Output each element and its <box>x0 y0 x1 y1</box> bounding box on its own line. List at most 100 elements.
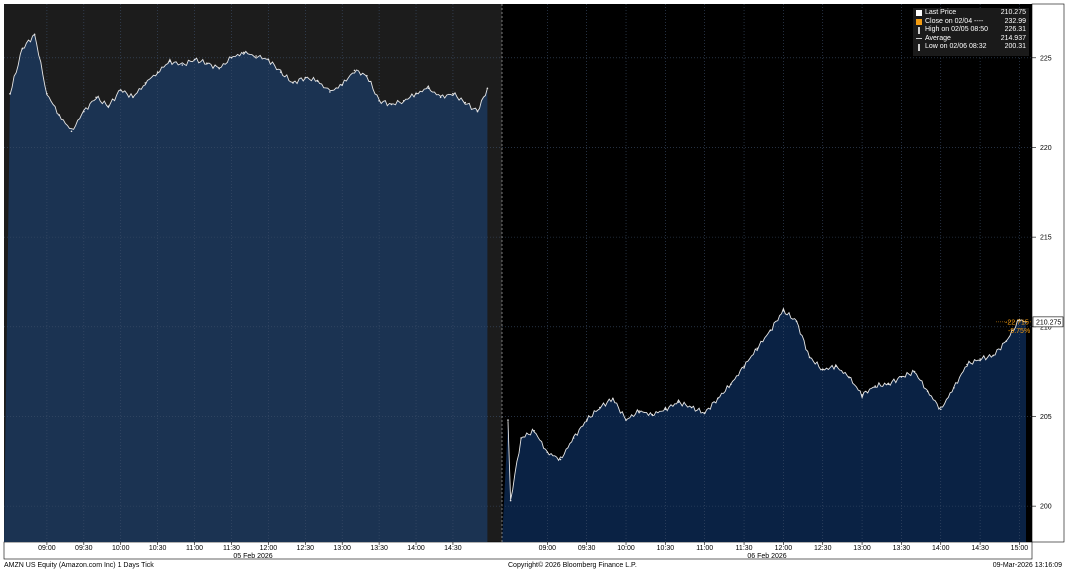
y-tick-label: 205 <box>1040 414 1052 421</box>
price-point <box>992 354 994 357</box>
legend-item-high: High on 02/05 08:50 226.31 <box>916 26 1026 35</box>
price-point <box>572 437 575 439</box>
price-point <box>1018 318 1021 321</box>
price-line-day-2 <box>507 307 1027 500</box>
last-price-tag-box <box>1032 316 1064 328</box>
chart-legend: Last Price 210.275 Close on 02/04 ---- 2… <box>913 8 1029 56</box>
price-point <box>533 430 535 432</box>
price-point <box>402 100 405 102</box>
price-point <box>861 394 863 396</box>
price-point <box>756 347 758 350</box>
price-point <box>366 74 368 77</box>
price-point <box>415 92 417 95</box>
price-point <box>664 408 667 411</box>
x-tick-label: 13:30 <box>370 545 388 552</box>
legend-label: High on 02/05 08:50 <box>925 26 989 33</box>
price-point <box>33 33 36 36</box>
x-tick-label: 14:00 <box>932 545 950 552</box>
x-tick-label: 09:00 <box>539 545 557 552</box>
price-point <box>717 397 719 400</box>
price-point <box>329 91 331 93</box>
price-point <box>848 376 850 378</box>
price-point <box>486 87 489 90</box>
price-point <box>46 92 48 95</box>
price-point <box>452 92 454 95</box>
price-point <box>953 387 955 389</box>
x-tick-label: 15:00 <box>1011 545 1029 552</box>
price-area-day-2 <box>502 308 1026 542</box>
price-point <box>169 60 171 63</box>
x-tick-label: 14:30 <box>971 545 989 552</box>
y-axis-panel <box>1031 3 1065 543</box>
price-point <box>743 365 745 368</box>
price-point <box>316 80 319 82</box>
price-point <box>390 103 393 106</box>
price-point <box>144 82 147 84</box>
x-tick-label: 09:30 <box>578 545 596 552</box>
x-tick-label: 11:00 <box>696 545 713 552</box>
price-point <box>900 376 903 378</box>
x-tick-label: 13:00 <box>333 545 351 552</box>
price-point <box>585 419 588 421</box>
price-line-day-1 <box>9 33 488 130</box>
price-point <box>70 130 73 133</box>
price-point <box>795 320 798 323</box>
price-point <box>546 451 549 454</box>
price-point <box>559 458 562 461</box>
x-tick-label: 11:30 <box>736 545 753 552</box>
price-point <box>353 69 356 72</box>
price-point <box>427 87 430 90</box>
price-point <box>874 385 876 387</box>
high-marker-icon <box>918 26 920 34</box>
date-label: 06 Feb 2026 <box>747 553 786 560</box>
x-tick-label: 13:30 <box>893 545 911 552</box>
change-pct-tag: -9.75% <box>1008 328 1030 335</box>
legend-item-close: Close on 02/04 ---- 232.99 <box>916 18 1026 27</box>
legend-label: Close on 02/04 ---- <box>925 17 984 25</box>
y-tick-label: 210 <box>1040 324 1052 331</box>
price-point <box>476 110 479 113</box>
price-point <box>230 57 233 59</box>
x-tick-label: 09:30 <box>75 545 93 552</box>
y-tick-label: 215 <box>1040 235 1052 242</box>
x-tick-label: 12:00 <box>260 545 278 552</box>
x-tick-label: 10:00 <box>617 545 635 552</box>
price-point <box>378 100 380 102</box>
legend-label: Low on 02/06 08:32 <box>925 43 987 50</box>
price-point <box>926 390 929 393</box>
price-point <box>341 83 344 86</box>
price-point <box>782 309 785 312</box>
x-tick-label: 10:00 <box>112 545 130 552</box>
price-point <box>193 58 196 61</box>
legend-label: Last Price <box>925 9 957 16</box>
price-point <box>439 96 442 99</box>
x-tick-label: 14:30 <box>444 545 462 552</box>
price-point <box>95 96 97 99</box>
price-point <box>279 71 282 73</box>
y-tick-label: 225 <box>1040 55 1052 62</box>
legend-value: 210.275 <box>1000 9 1026 16</box>
average-marker-icon <box>916 38 922 40</box>
price-point <box>156 71 159 73</box>
legend-item-average: Average 214.937 <box>916 35 1026 44</box>
legend-item-low: Low on 02/06 08:32 200.31 <box>916 43 1026 52</box>
legend-item-last-price: Last Price 210.275 <box>916 9 1026 18</box>
price-point <box>835 365 837 368</box>
price-point <box>509 499 512 502</box>
price-point <box>206 62 208 64</box>
footer-timestamp: 09-Mar-2026 13:16:09 <box>992 562 1062 569</box>
price-point <box>730 383 732 386</box>
x-tick-label: 10:30 <box>657 545 675 552</box>
price-point <box>267 58 270 61</box>
x-tick-label: 12:00 <box>775 545 793 552</box>
legend-value: 232.99 <box>1004 17 1026 25</box>
price-point <box>507 419 509 421</box>
x-tick-label: 12:30 <box>297 545 315 552</box>
price-point <box>677 401 680 403</box>
price-point <box>966 363 968 366</box>
price-point <box>58 114 60 116</box>
price-point <box>292 82 294 84</box>
price-point <box>913 370 916 373</box>
price-point <box>979 358 981 360</box>
